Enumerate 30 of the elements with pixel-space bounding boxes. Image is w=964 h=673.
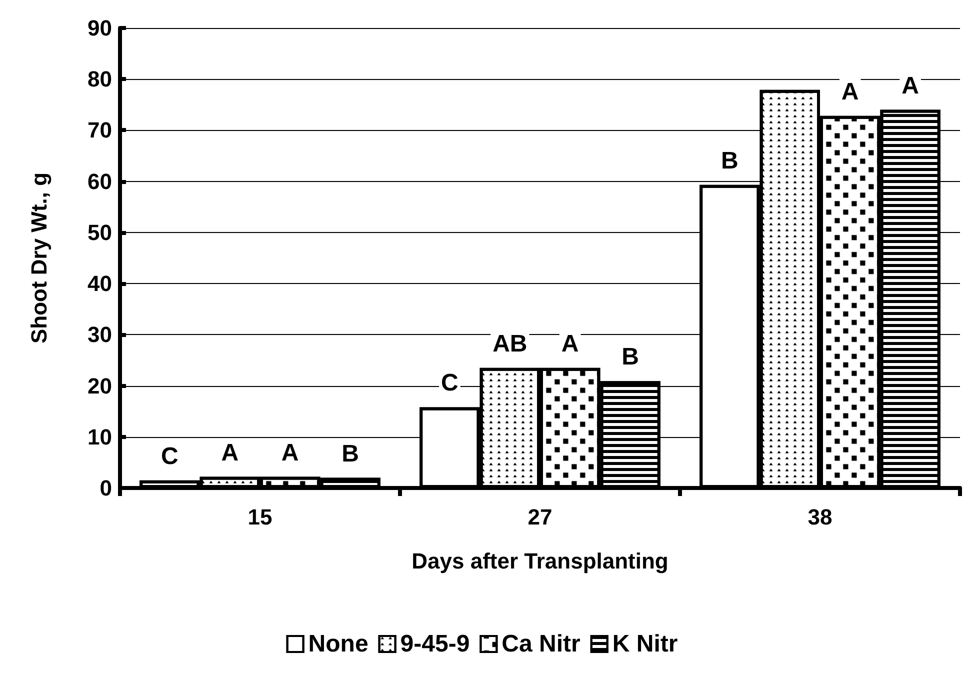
- y-tick-label: 10: [88, 424, 112, 450]
- legend-label: K Nitr: [612, 630, 678, 658]
- data-label: B: [622, 344, 639, 371]
- data-label: C: [441, 370, 458, 397]
- x-tick-label: 27: [528, 504, 552, 530]
- y-tick-label: 50: [88, 220, 112, 245]
- data-label: A: [281, 439, 299, 466]
- data-label: B: [342, 440, 359, 468]
- data-label: AB: [492, 330, 528, 358]
- y-tick-label: 80: [88, 66, 112, 92]
- legend-label: 9-45-9: [400, 630, 470, 658]
- data-label: A: [221, 439, 239, 466]
- y-tick-label: 40: [88, 271, 112, 296]
- data-label: A: [561, 330, 579, 358]
- y-tick-label: 90: [88, 16, 112, 40]
- y-tick-label: 60: [88, 168, 112, 194]
- data-label: A: [841, 78, 859, 106]
- y-tick-label: 0: [100, 476, 112, 500]
- y-tick-label: 70: [88, 118, 112, 143]
- legend-label: None: [308, 630, 368, 658]
- data-label: C: [161, 442, 178, 470]
- y-tick-label: 20: [88, 373, 112, 398]
- x-tick-label: 15: [248, 504, 272, 530]
- y-tick-label: 30: [88, 322, 112, 348]
- data-label: B: [721, 147, 738, 174]
- x-tick-label: 38: [808, 504, 832, 530]
- legend-label: Ca Nitr: [502, 630, 580, 658]
- x-axis-title: Days after Transplanting: [412, 548, 668, 574]
- data-label: A: [902, 72, 919, 100]
- y-axis-title: Shoot Dry Wt., g: [26, 172, 52, 344]
